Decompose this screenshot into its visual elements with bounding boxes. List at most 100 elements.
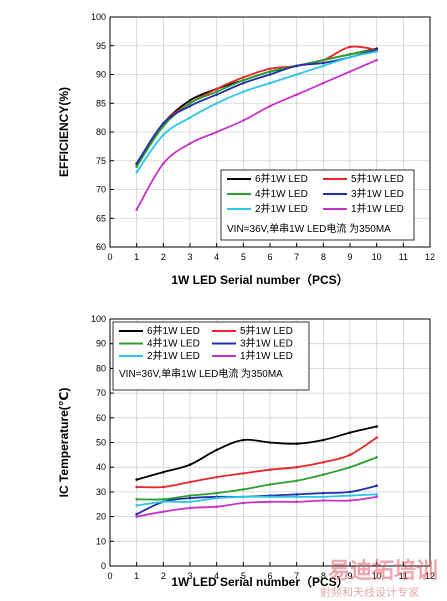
chart1-series-3-point-0 xyxy=(135,512,138,516)
chart0-series-5-point-3 xyxy=(215,130,218,134)
chart0-series-4-point-0 xyxy=(135,170,138,174)
chart1-series-3-point-6 xyxy=(295,493,298,496)
chart1-series-2-point-2 xyxy=(188,494,192,497)
chart1-series-line-2 xyxy=(136,456,378,501)
chart1-series-3-point-9 xyxy=(375,484,378,488)
chart1-series-4-point-7 xyxy=(322,495,325,499)
chart1-series-2-point-6 xyxy=(295,479,298,483)
chart0-y-axis-title: EFFICIENCY(%) xyxy=(57,87,71,177)
chart1-series-4-point-9 xyxy=(375,493,378,496)
chart0-series-4-point-3 xyxy=(215,101,218,105)
chart0-legend-box xyxy=(220,169,415,241)
chart1-ytick-label-6: 60 xyxy=(96,413,106,423)
chart0-series-2-point-4 xyxy=(242,78,245,82)
chart0-series-1-point-5 xyxy=(268,67,272,71)
chart1-series-2-point-3 xyxy=(215,491,218,495)
chart0-series-5-point-1 xyxy=(162,162,165,165)
chart0-series-5-point-2 xyxy=(188,142,192,145)
chart0-series-4-point-2 xyxy=(188,116,192,119)
chart0-series-3-point-6 xyxy=(295,64,298,68)
chart0-series-2-point-0 xyxy=(135,165,138,168)
chart0-ytick-label-7: 95 xyxy=(96,41,106,51)
chart1-ytick-label-3: 30 xyxy=(96,487,106,497)
chart0-xtick-label-10: 10 xyxy=(372,252,382,262)
chart0-legend-label-1: 5并1W LED xyxy=(351,172,404,185)
ic-temperature-chart: 0 1 2 3 4 5 6 7 8 9 10 11 1201020304050607080901001W… xyxy=(57,314,435,589)
chart0-series-0-point-2 xyxy=(188,99,192,102)
chart0-series-2-point-2 xyxy=(188,101,192,105)
chart0-xtick-label-0: 0 xyxy=(107,252,112,262)
chart0-series-3-point-3 xyxy=(215,93,218,96)
chart0-ytick-label-1: 65 xyxy=(96,213,106,223)
chart0-ytick-label-3: 75 xyxy=(96,156,106,166)
chart0-legend-label-2: 4并1W LED xyxy=(255,187,308,200)
chart1-series-4-point-3 xyxy=(215,496,218,500)
chart1-series-2-point-5 xyxy=(268,483,272,486)
chart1-series-5-point-5 xyxy=(268,500,272,504)
chart1-series-0-point-5 xyxy=(268,441,272,444)
chart0-xtick-label-3: 3 xyxy=(187,252,192,262)
chart1-condition-note: VIN=36V,单串1W LED电流 为350MA xyxy=(119,367,283,380)
chart1-ytick-label-5: 50 xyxy=(96,438,106,448)
chart1-series-1-point-0 xyxy=(135,485,138,489)
chart0-series-3-point-4 xyxy=(242,81,245,85)
chart1-legend-label-5: 1并1W LED xyxy=(240,349,293,362)
chart1-series-4-point-1 xyxy=(162,500,165,504)
chart0-condition-note: VIN=36V,单串1W LED电流 为350MA xyxy=(227,222,391,235)
chart1-xtick-label-10: 10 xyxy=(372,571,382,581)
chart1-series-3-point-2 xyxy=(188,496,192,500)
chart0-series-5-point-7 xyxy=(322,81,325,85)
chart1-series-2-point-1 xyxy=(162,498,165,501)
chart1-ytick-label-7: 70 xyxy=(96,388,106,398)
chart1-series-5-point-4 xyxy=(242,501,245,505)
chart1-xtick-label-0: 0 xyxy=(107,571,112,581)
chart1-series-5-point-8 xyxy=(348,499,352,502)
chart1-series-5-point-0 xyxy=(135,515,138,518)
chart0-series-line-5 xyxy=(135,59,378,211)
chart0-series-2-point-8 xyxy=(348,53,352,56)
chart1-series-1-point-2 xyxy=(188,480,192,484)
chart0-series-1-point-8 xyxy=(348,45,352,49)
chart1-ytick-label-8: 80 xyxy=(96,363,106,373)
chart0-legend-label-5: 1并1W LED xyxy=(351,202,404,215)
chart1-series-1-point-3 xyxy=(215,475,218,479)
chart0-series-2-point-1 xyxy=(162,124,165,128)
chart0-series-line-3 xyxy=(135,48,377,165)
chart1-series-2-point-8 xyxy=(348,465,352,469)
chart1-xtick-label-7: 7 xyxy=(294,571,299,581)
chart0-series-5-point-4 xyxy=(242,119,245,122)
chart0-series-4-point-7 xyxy=(322,64,325,68)
chart1-series-0-point-8 xyxy=(348,431,352,434)
chart1-ytick-label-0: 0 xyxy=(101,561,106,571)
chart0-series-4-point-1 xyxy=(162,133,165,137)
chart1-series-4-point-0 xyxy=(135,504,138,507)
chart0-series-line-4 xyxy=(135,50,377,173)
chart0-xtick-label-12: 12 xyxy=(425,252,435,262)
chart1-series-line-5 xyxy=(136,495,377,518)
chart1-series-0-point-7 xyxy=(322,438,325,442)
chart1-xtick-label-12: 12 xyxy=(425,571,435,581)
chart0-series-2-point-3 xyxy=(215,90,218,94)
chart1-xtick-label-1: 1 xyxy=(134,571,139,581)
chart0-series-3-point-2 xyxy=(188,104,192,108)
chart0-legend-label-0: 6并1W LED xyxy=(255,172,308,185)
chart0-series-2-point-5 xyxy=(268,70,272,73)
chart0-xtick-label-4: 4 xyxy=(214,252,219,262)
chart1-legend-label-1: 5并1W LED xyxy=(240,324,293,337)
chart0-series-4-point-4 xyxy=(242,90,245,94)
chart0-xtick-label-7: 7 xyxy=(294,252,299,262)
chart1-series-0-point-1 xyxy=(162,470,165,474)
chart1-xtick-label-6: 6 xyxy=(267,571,272,581)
chart1-x-axis-title: 1W LED Serial number（PCS） xyxy=(171,574,348,589)
chart0-series-5-point-5 xyxy=(268,104,272,108)
chart0-series-line-0 xyxy=(135,47,377,165)
chart1-series-0-point-6 xyxy=(295,442,298,446)
chart1-ytick-label-10: 100 xyxy=(91,314,106,324)
chart1-series-3-point-8 xyxy=(348,490,352,494)
chart0-ytick-label-5: 85 xyxy=(96,98,106,108)
chart1-ytick-label-9: 90 xyxy=(96,339,106,349)
chart1-series-5-point-7 xyxy=(322,499,325,502)
chart0-series-5-point-6 xyxy=(295,93,298,96)
watermark-tagline: 射频和天线设计专家 xyxy=(320,585,419,599)
